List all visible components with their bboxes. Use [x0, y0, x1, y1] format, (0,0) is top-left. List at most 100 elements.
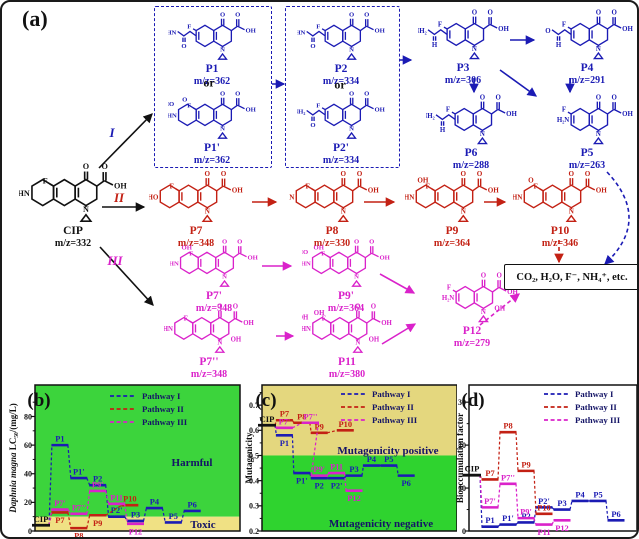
svg-text:Pathway III: Pathway III — [142, 417, 188, 427]
svg-text:O: O — [479, 94, 485, 101]
product-mz: m/z=362 — [193, 75, 231, 87]
svg-text:O: O — [181, 43, 186, 50]
structure-node-P11: FOOOHNHNOHOHOHP11m/z=380 — [296, 301, 398, 380]
svg-text:Pathway III: Pathway III — [575, 415, 621, 425]
svg-text:OH: OH — [622, 26, 633, 33]
svg-text:P9': P9' — [92, 480, 104, 489]
svg-text:H: H — [555, 42, 561, 49]
svg-text:Pathway I: Pathway I — [142, 391, 181, 401]
svg-text:F: F — [437, 22, 441, 29]
structure-node-P10: FOOOHNHNOP10m/z=346 — [508, 168, 612, 249]
pathway-label-III: III — [107, 253, 123, 268]
svg-text:O: O — [595, 94, 601, 101]
structure-glyph: F O O OH N NH₂ H — [422, 94, 517, 145]
svg-text:OH: OH — [231, 336, 242, 343]
y-axis-label: Bioaccumulation factor — [455, 413, 465, 503]
series-Pathway-III: P7' P7'' P9' P11 P12 — [479, 473, 571, 537]
svg-text:F: F — [445, 107, 449, 114]
annotation: Toxic — [190, 519, 215, 531]
product-mz: m/z=288 — [452, 159, 490, 171]
svg-text:N: N — [349, 47, 354, 54]
svg-text:P7': P7' — [279, 417, 291, 426]
structure-glyph: FOOOHNHN — [18, 162, 127, 223]
svg-text:N: N — [354, 274, 359, 281]
svg-text:P3: P3 — [131, 510, 140, 519]
svg-text:HN: HN — [164, 326, 173, 333]
panel-letter: (c) — [255, 390, 276, 411]
band — [262, 455, 457, 531]
svg-text:P5: P5 — [169, 512, 178, 521]
chart-mutagenicity: 0.2 0.3 0.4 0.5 0.6 0.7 P1 P1' P2 P2' P3 P4 P5 P6 P7 P8… — [242, 376, 458, 537]
pathway-label-I: I — [109, 125, 115, 140]
product-name: P2 — [334, 63, 348, 75]
svg-text:30: 30 — [458, 398, 466, 407]
svg-text:O: O — [217, 304, 222, 311]
legend: Pathway I Pathway II Pathway III — [544, 389, 621, 425]
structure-glyph: F O O OH N NH₂ O — [293, 91, 386, 139]
svg-text:P2: P2 — [315, 482, 324, 491]
svg-text:P6: P6 — [188, 500, 197, 509]
svg-text:10: 10 — [458, 484, 466, 493]
product-name: P7 — [189, 225, 203, 237]
y-axis-label: Mutagenicity — [244, 432, 254, 483]
svg-text:N: N — [479, 131, 484, 138]
cip-level: CIP — [463, 464, 481, 477]
svg-text:OH: OH — [232, 187, 243, 195]
svg-text:O: O — [569, 170, 575, 178]
svg-text:OH: OH — [488, 187, 499, 195]
structure-node-CIP: FOOOHNHNCIPm/z=332 — [10, 160, 136, 249]
product-mz: m/z=364 — [327, 302, 365, 314]
svg-text:HN: HN — [19, 189, 30, 198]
chart-bioaccumulation: 0 10 20 30 P1 P1' P2 P2' P3 P4 P5 P6 P7 P8 P9 P10 P7' P7'… — [454, 376, 637, 537]
structure-node-P7pp: FOOOHNHNOHP7''m/z=348 — [158, 301, 260, 380]
svg-text:NH₂: NH₂ — [297, 109, 305, 116]
structure-node-P7: FOOOHNHOP7m/z=348 — [144, 168, 248, 249]
structure-glyph: F O O OH N HN O — [166, 12, 257, 60]
svg-text:P2': P2' — [538, 497, 550, 506]
svg-text:60: 60 — [24, 441, 32, 450]
series-Pathway-II: P7 P8 P9 P10 — [479, 422, 553, 516]
product-name: P3 — [456, 62, 470, 74]
product-mz: m/z=364 — [433, 237, 471, 249]
svg-text:HN: HN — [513, 193, 523, 201]
svg-text:20: 20 — [24, 498, 32, 507]
series-Pathway-I: P1 P1' P2 P2' P3 P4 P5 P6 — [48, 435, 201, 526]
product-name: P11 — [338, 356, 356, 368]
structure-node-P1p: FOOOHNHNOHOP1'm/z=362 — [162, 88, 262, 166]
svg-text:HN: HN — [170, 261, 179, 268]
svg-text:0: 0 — [462, 527, 466, 536]
svg-text:OH: OH — [622, 111, 633, 118]
svg-text:N: N — [289, 193, 295, 201]
svg-text:HO: HO — [149, 193, 159, 201]
svg-text:OH: OH — [498, 26, 509, 33]
svg-text:O: O — [595, 9, 601, 16]
svg-text:P5: P5 — [384, 455, 393, 464]
svg-text:P11: P11 — [537, 528, 550, 537]
svg-text:P9: P9 — [93, 519, 102, 528]
svg-text:P3: P3 — [349, 465, 358, 474]
svg-text:O: O — [222, 239, 227, 246]
plot-frame — [34, 384, 241, 532]
product-name: P10 — [550, 225, 570, 237]
svg-text:0.7: 0.7 — [249, 401, 259, 410]
svg-text:O: O — [545, 28, 551, 35]
svg-text:P10: P10 — [339, 420, 353, 429]
svg-text:P1: P1 — [55, 435, 64, 444]
structure-node-P12: F O O OH N H₂N OH P12 m/z=279 — [422, 270, 522, 349]
structure-node-P1: F O O OH N HN O P1m/z=362 — [162, 9, 262, 87]
product-name: P12 — [462, 325, 482, 337]
svg-text:0.2: 0.2 — [249, 527, 259, 536]
svg-text:N: N — [595, 131, 600, 138]
product-mz: m/z=348 — [195, 302, 233, 314]
product-mz: m/z=330 — [313, 237, 351, 249]
structure-node-P2p: F O O OH N NH₂ O P2'm/z=334 — [291, 88, 391, 166]
structure-glyph: F O O OH N H₂N — [556, 94, 633, 145]
svg-text:P4: P4 — [367, 455, 377, 464]
annotation: Mutagenicity negative — [329, 518, 433, 530]
structure-glyph: F O O OH N HN O — [295, 12, 386, 60]
svg-text:P8: P8 — [297, 412, 306, 421]
svg-text:0.5: 0.5 — [249, 451, 259, 460]
svg-text:N: N — [595, 46, 600, 53]
svg-text:OH: OH — [507, 289, 518, 296]
